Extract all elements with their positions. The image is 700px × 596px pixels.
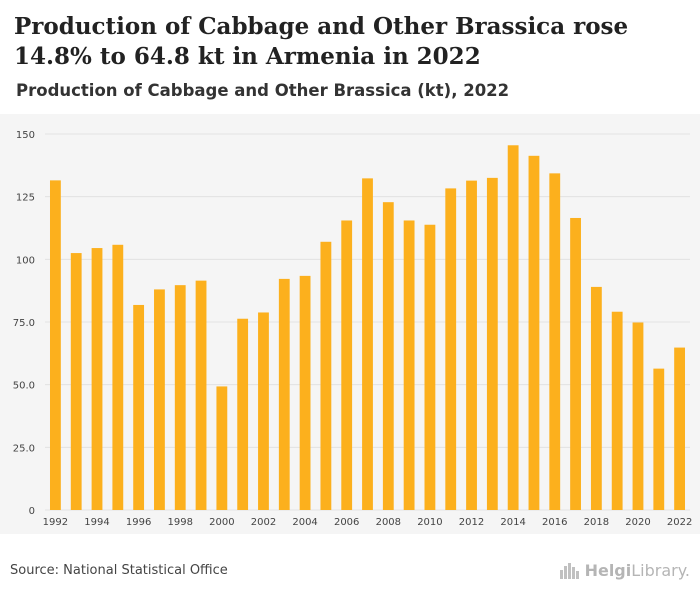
bar-2004 [299,275,311,510]
bar-1994 [91,248,103,510]
bar-1992 [49,180,61,510]
bar-2009 [403,220,415,510]
bar-2007 [362,178,373,511]
y-tick-label: 125 [16,193,35,204]
brand-name-rest: Library. [631,561,690,580]
bar-1999 [195,280,207,510]
x-tick-label: 2020 [625,517,650,528]
bar-2014 [507,145,519,510]
x-tick-label: 2000 [209,517,234,528]
bar-2017 [570,217,581,510]
y-tick-label: 150 [16,130,35,141]
bars [49,145,686,511]
x-tick-label: 2002 [251,517,276,528]
x-tick-label: 2004 [292,517,317,528]
bar-1995 [112,244,124,510]
bar-1996 [133,304,145,510]
bar-2001 [237,318,249,510]
x-tick-label: 2010 [417,517,442,528]
chart-subtitle: Production of Cabbage and Other Brassica… [16,81,510,100]
bar-2012 [466,180,477,510]
x-tick-label: 2022 [667,517,692,528]
x-tick-label: 1994 [84,517,109,528]
y-tick-label: 75.0 [13,318,35,329]
y-tick-label: 100 [16,255,35,266]
bar-2018 [590,286,602,510]
x-tick-label: 2006 [334,517,359,528]
x-tick-label: 1998 [168,517,193,528]
bar-2015 [528,155,540,511]
x-tick-label: 2008 [376,517,401,528]
bar-2010 [424,224,436,510]
bar-1993 [70,253,82,511]
x-tick-label: 1992 [43,517,68,528]
bar-2016 [549,173,561,510]
x-axis-ticks: 1992 1994 1996 1998 2000 2002 2004 2006 2008 2010… [43,517,693,528]
bar-2021 [653,368,665,510]
bar-2020 [632,322,644,510]
bar-2003 [278,278,290,510]
bar-chart: 0 25.0 50.0 75.0 100 125 150 1992 1994 1996 1998 2… [0,114,700,534]
city-skyline-icon [559,562,581,579]
bar-2022 [674,347,686,510]
y-axis-ticks: 0 25.0 50.0 75.0 100 125 150 [13,130,35,517]
helgi-library-logo[interactable]: HelgiLibrary. [559,561,690,580]
bar-2006 [341,220,353,510]
bar-2019 [611,311,623,510]
bar-2008 [382,202,394,510]
x-tick-label: 2018 [584,517,609,528]
bar-2002 [258,312,269,510]
x-tick-label: 1996 [126,517,151,528]
bar-2000 [216,386,228,510]
chart-title: Production of Cabbage and Other Brassica… [14,13,629,70]
y-tick-label: 25.0 [13,443,35,454]
bar-1997 [154,289,165,510]
x-tick-label: 2012 [459,517,484,528]
y-tick-label: 50.0 [13,381,35,392]
x-tick-label: 2014 [500,517,525,528]
bar-2005 [320,241,332,510]
x-tick-label: 2016 [542,517,567,528]
y-tick-label: 0 [29,506,35,517]
brand-name-bold: Helgi [584,561,632,580]
source-note: Source: National Statistical Office [10,563,228,578]
bar-2013 [486,177,498,510]
bar-2011 [445,188,457,511]
bar-1998 [174,285,186,510]
